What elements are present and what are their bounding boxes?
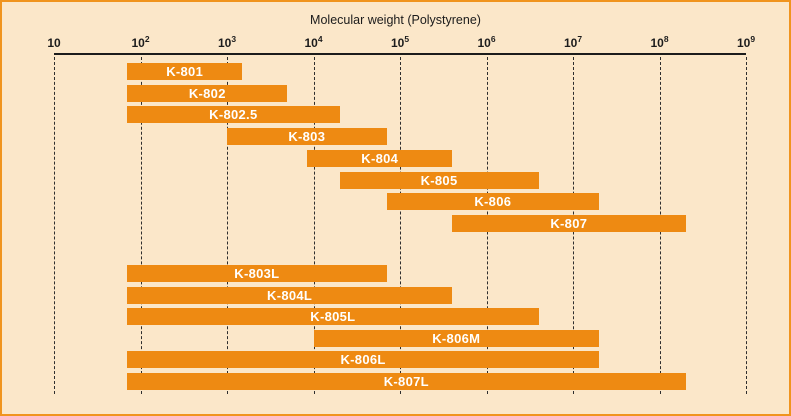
gridline-1e1 — [54, 57, 55, 394]
range-bar-k-804: K-804 — [307, 149, 453, 167]
range-bar-label: K-803 — [288, 129, 326, 145]
range-bar-k-807: K-807 — [452, 214, 686, 232]
range-bar-k-807l: K-807L — [127, 372, 686, 390]
range-bar-label: K-804L — [267, 287, 313, 303]
chart-title: Molecular weight (Polystyrene) — [310, 13, 481, 27]
range-bar-k-803l: K-803L — [127, 265, 387, 282]
range-bar-label: K-807L — [383, 373, 429, 389]
x-tick-label-1e7: 107 — [563, 34, 583, 50]
range-bar-k-806m: K-806M — [313, 329, 600, 347]
range-bar-label: K-804 — [361, 150, 399, 166]
x-tick-label-1e5: 105 — [390, 34, 410, 50]
gridline-1e4 — [313, 57, 315, 394]
range-bar-label: K-801 — [166, 64, 204, 79]
gridline-1e5 — [400, 57, 401, 394]
range-bar-label: K-802 — [188, 85, 226, 101]
x-tick-label-1e2: 102 — [131, 34, 150, 50]
gridline-1e2 — [140, 57, 142, 394]
range-bar-label: K-806L — [340, 352, 386, 367]
x-tick-label-1e9: 109 — [736, 34, 756, 50]
gridline-1e3 — [227, 57, 228, 394]
range-bar-k-802: K-802 — [127, 84, 288, 102]
range-bar-label: K-802.5 — [209, 107, 258, 123]
range-bar-k-803: K-803 — [227, 128, 387, 146]
range-bar-label: K-807 — [550, 215, 588, 231]
range-bar-k-804l: K-804L — [127, 286, 453, 304]
range-bar-label: K-805L — [310, 309, 356, 324]
range-bar-label: K-806 — [474, 194, 512, 210]
range-bar-k-802.5: K-802.5 — [127, 106, 340, 124]
range-bar-label: K-803L — [234, 266, 280, 281]
x-axis-line — [54, 53, 746, 55]
range-bar-label: K-806M — [432, 330, 481, 346]
x-tick-label-1e8: 108 — [650, 34, 669, 50]
gridline-1e9 — [746, 57, 747, 394]
range-bar-k-805: K-805 — [339, 171, 539, 189]
range-bar-k-801: K-801 — [127, 63, 243, 80]
range-bar-label: K-805 — [420, 172, 458, 188]
x-tick-label-1e6: 106 — [477, 34, 496, 50]
range-bar-k-805l: K-805L — [127, 308, 539, 325]
range-bar-k-806: K-806 — [386, 193, 600, 211]
x-tick-label-1e1: 10 — [47, 36, 61, 50]
range-bar-k-806l: K-806L — [127, 351, 600, 368]
x-tick-label-1e4: 104 — [304, 34, 323, 50]
x-tick-label-1e3: 103 — [217, 34, 237, 50]
